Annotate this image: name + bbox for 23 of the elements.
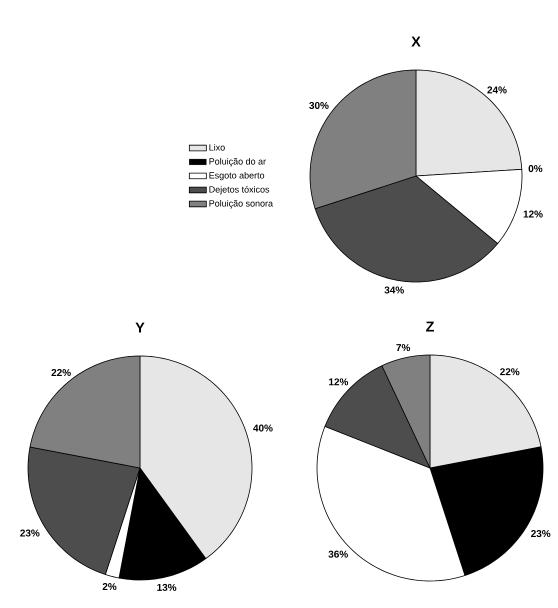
legend-label: Poluição do ar — [209, 158, 266, 166]
data-label: 30% — [309, 102, 329, 109]
data-label: 36% — [328, 550, 348, 558]
legend-label: Esgoto aberto — [209, 172, 264, 180]
text: 0% — [528, 165, 542, 172]
legend-label: Lixo — [209, 144, 225, 151]
data-label: 7% — [396, 344, 410, 352]
legend-label: Dejetos tóxicos — [209, 186, 270, 194]
data-label: 22% — [52, 369, 71, 376]
data-label: 12% — [524, 210, 543, 218]
data-label: 23% — [20, 529, 40, 537]
data-label: 2% — [102, 583, 116, 590]
data-label: 40% — [253, 424, 273, 432]
chart-title: Y — [135, 322, 145, 333]
data-label: 34% — [384, 286, 404, 294]
chart-title: X — [411, 36, 421, 47]
data-label: 12% — [329, 378, 348, 386]
chart-title: Z — [426, 322, 434, 332]
data-label: 22% — [500, 368, 520, 376]
data-label: 13% — [157, 584, 176, 591]
data-label: 23% — [531, 530, 550, 538]
data-label: 24% — [487, 86, 507, 94]
legend-label: Poluição sonora — [209, 200, 273, 208]
